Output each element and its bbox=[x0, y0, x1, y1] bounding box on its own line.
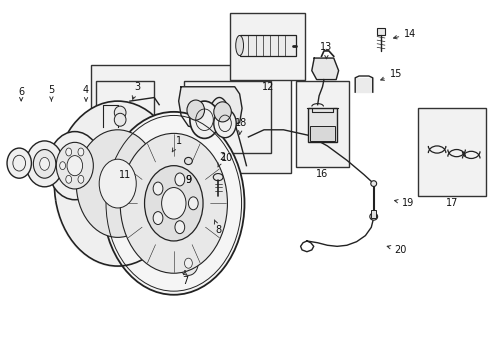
Ellipse shape bbox=[40, 157, 49, 170]
Ellipse shape bbox=[213, 174, 223, 181]
Text: 9: 9 bbox=[185, 175, 191, 185]
Ellipse shape bbox=[205, 202, 226, 229]
Ellipse shape bbox=[78, 175, 83, 183]
Ellipse shape bbox=[213, 109, 236, 138]
Ellipse shape bbox=[188, 197, 198, 210]
Ellipse shape bbox=[370, 181, 376, 186]
Text: 4: 4 bbox=[83, 85, 89, 101]
Ellipse shape bbox=[235, 36, 243, 55]
Ellipse shape bbox=[114, 106, 126, 119]
Bar bbox=[417, 108, 485, 196]
Polygon shape bbox=[178, 87, 242, 130]
Bar bbox=[239, 36, 295, 55]
Text: 6: 6 bbox=[18, 87, 24, 101]
Text: 3: 3 bbox=[132, 82, 140, 99]
Text: 5: 5 bbox=[48, 85, 55, 101]
Ellipse shape bbox=[144, 166, 203, 241]
Ellipse shape bbox=[56, 142, 93, 189]
Text: 17: 17 bbox=[445, 198, 457, 208]
Ellipse shape bbox=[120, 134, 227, 273]
Ellipse shape bbox=[66, 148, 72, 156]
Bar bbox=[229, 13, 305, 80]
Ellipse shape bbox=[173, 244, 203, 282]
Bar bbox=[96, 81, 154, 167]
Ellipse shape bbox=[33, 149, 56, 178]
Text: 10: 10 bbox=[221, 153, 233, 163]
Ellipse shape bbox=[7, 148, 31, 178]
Bar bbox=[295, 81, 348, 167]
Bar bbox=[310, 126, 334, 140]
Ellipse shape bbox=[78, 148, 83, 156]
Text: 19: 19 bbox=[394, 198, 413, 208]
Polygon shape bbox=[311, 58, 338, 80]
Text: 9: 9 bbox=[185, 175, 191, 185]
Bar bbox=[370, 211, 375, 218]
Ellipse shape bbox=[67, 156, 82, 176]
Ellipse shape bbox=[178, 251, 198, 275]
Polygon shape bbox=[354, 78, 372, 92]
Text: 16: 16 bbox=[316, 168, 328, 179]
Ellipse shape bbox=[369, 213, 377, 220]
Text: 13: 13 bbox=[320, 42, 332, 59]
Ellipse shape bbox=[175, 221, 184, 234]
Ellipse shape bbox=[210, 207, 222, 223]
Ellipse shape bbox=[114, 113, 126, 126]
Ellipse shape bbox=[54, 101, 181, 266]
Text: 15: 15 bbox=[380, 69, 401, 80]
Text: 1: 1 bbox=[172, 136, 182, 152]
Ellipse shape bbox=[189, 101, 219, 138]
Text: 12: 12 bbox=[261, 82, 274, 92]
Ellipse shape bbox=[26, 141, 63, 187]
Ellipse shape bbox=[186, 100, 204, 120]
Text: 7: 7 bbox=[182, 271, 188, 286]
Ellipse shape bbox=[60, 162, 65, 170]
Ellipse shape bbox=[153, 212, 163, 225]
Ellipse shape bbox=[175, 173, 184, 186]
Ellipse shape bbox=[99, 159, 136, 208]
Bar bbox=[91, 65, 290, 173]
Bar bbox=[376, 28, 384, 35]
Ellipse shape bbox=[66, 175, 72, 183]
Text: 2: 2 bbox=[218, 152, 225, 167]
Text: 11: 11 bbox=[119, 170, 131, 180]
Bar bbox=[307, 108, 336, 142]
Ellipse shape bbox=[48, 132, 102, 200]
Bar bbox=[183, 81, 271, 153]
Text: 14: 14 bbox=[393, 29, 416, 39]
Ellipse shape bbox=[184, 258, 192, 268]
Text: 20: 20 bbox=[386, 245, 406, 255]
Ellipse shape bbox=[213, 102, 231, 122]
Ellipse shape bbox=[161, 188, 185, 219]
Text: 8: 8 bbox=[214, 220, 221, 235]
Ellipse shape bbox=[153, 182, 163, 195]
Text: 18: 18 bbox=[234, 118, 247, 134]
Ellipse shape bbox=[103, 112, 244, 295]
Ellipse shape bbox=[184, 157, 192, 165]
Ellipse shape bbox=[76, 130, 159, 237]
